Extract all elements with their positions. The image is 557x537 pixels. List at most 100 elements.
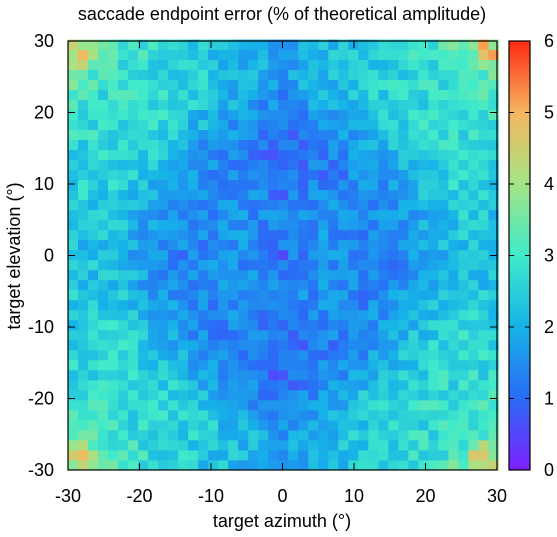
heatmap-cell: [388, 359, 399, 371]
heatmap-cell: [338, 89, 349, 101]
heatmap-cell: [228, 159, 239, 171]
heatmap-cell: [378, 69, 389, 81]
heatmap-cell: [368, 429, 379, 441]
heatmap-cell: [348, 259, 359, 271]
heatmap-cell: [248, 289, 259, 301]
heatmap-cell: [298, 169, 309, 181]
heatmap-cell: [258, 339, 269, 351]
heatmap-cell: [268, 159, 279, 171]
heatmap-cell: [248, 399, 259, 411]
heatmap-cell: [168, 189, 179, 201]
heatmap-cell: [208, 159, 219, 171]
heatmap-cell: [248, 209, 259, 221]
heatmap-cell: [88, 379, 99, 391]
heatmap-cell: [328, 419, 339, 431]
heatmap-cell: [288, 139, 299, 151]
heatmap-cell: [78, 99, 89, 111]
heatmap-cell: [138, 359, 149, 371]
heatmap-cell: [438, 179, 449, 191]
heatmap-cell: [468, 459, 479, 471]
heatmap-cell: [188, 249, 199, 261]
heatmap-cell: [198, 349, 209, 361]
heatmap-cell: [448, 199, 459, 211]
heatmap-cell: [478, 449, 489, 461]
heatmap-cell: [358, 189, 369, 201]
heatmap-cell: [88, 289, 99, 301]
heatmap-cell: [378, 439, 389, 451]
heatmap-cell: [158, 319, 169, 331]
heatmap-cell: [368, 89, 379, 101]
heatmap-cell: [428, 429, 439, 441]
heatmap-cell: [428, 369, 439, 381]
heatmap-cell: [458, 109, 469, 121]
heatmap-cell: [328, 399, 339, 411]
heatmap-cell: [198, 99, 209, 111]
heatmap-cell: [238, 349, 249, 361]
heatmap-cell: [218, 179, 229, 191]
heatmap-cell: [438, 269, 449, 281]
heatmap-cell: [298, 299, 309, 311]
heatmap-cell: [268, 429, 279, 441]
heatmap-cell: [68, 249, 79, 261]
heatmap-cell: [98, 449, 109, 461]
heatmap-cell: [438, 249, 449, 261]
heatmap-cell: [328, 449, 339, 461]
heatmap-cell: [88, 109, 99, 121]
heatmap-cell: [328, 49, 339, 60]
heatmap-cell: [358, 119, 369, 131]
heatmap-cell: [348, 369, 359, 381]
heatmap-cell: [168, 359, 179, 371]
heatmap-cell: [248, 459, 259, 471]
heatmap-cell: [428, 159, 439, 171]
heatmap-cell: [428, 99, 439, 111]
heatmap-cell: [328, 109, 339, 121]
heatmap-cell: [248, 359, 259, 371]
heatmap-cell: [158, 39, 169, 50]
heatmap-cell: [218, 59, 229, 70]
heatmap-cell: [108, 369, 119, 381]
heatmap-cell: [148, 99, 159, 111]
heatmap-cell: [278, 329, 289, 341]
heatmap-cell: [458, 439, 469, 451]
heatmap-cell: [268, 109, 279, 121]
heatmap-cell: [138, 39, 149, 50]
heatmap-cell: [208, 219, 219, 231]
heatmap-cell: [238, 419, 249, 431]
heatmap-cell: [98, 349, 109, 361]
heatmap-cell: [188, 399, 199, 411]
heatmap-cell: [68, 219, 79, 231]
heatmap-cell: [458, 409, 469, 421]
heatmap-cell: [268, 279, 279, 291]
heatmap-cell: [138, 449, 149, 461]
heatmap-cell: [218, 149, 229, 161]
heatmap-cell: [368, 379, 379, 391]
heatmap-cell: [438, 399, 449, 411]
heatmap-cell: [478, 319, 489, 331]
heatmap-cell: [488, 99, 499, 111]
colorbar-tick-label: 2: [544, 317, 554, 337]
heatmap-cell: [208, 409, 219, 421]
heatmap-cell: [298, 279, 309, 291]
heatmap-cell: [228, 69, 239, 81]
heatmap-cell: [408, 269, 419, 281]
heatmap-cell: [468, 349, 479, 361]
heatmap-cell: [328, 189, 339, 201]
heatmap-cell: [358, 289, 369, 301]
heatmap-cell: [418, 339, 429, 351]
heatmap-cell: [148, 259, 159, 271]
heatmap-cell: [168, 429, 179, 441]
heatmap-cell: [448, 269, 459, 281]
heatmap-cell: [208, 319, 219, 331]
heatmap-cell: [68, 349, 79, 361]
heatmap-cell: [488, 219, 499, 231]
heatmap-cell: [328, 279, 339, 291]
heatmap-cell: [328, 349, 339, 361]
heatmap-cell: [398, 349, 409, 361]
heatmap-cell: [428, 339, 439, 351]
heatmap-cell: [358, 49, 369, 60]
heatmap-cell: [248, 189, 259, 201]
heatmap-cell: [378, 179, 389, 191]
heatmap-cell: [198, 159, 209, 171]
heatmap-cell: [158, 309, 169, 321]
